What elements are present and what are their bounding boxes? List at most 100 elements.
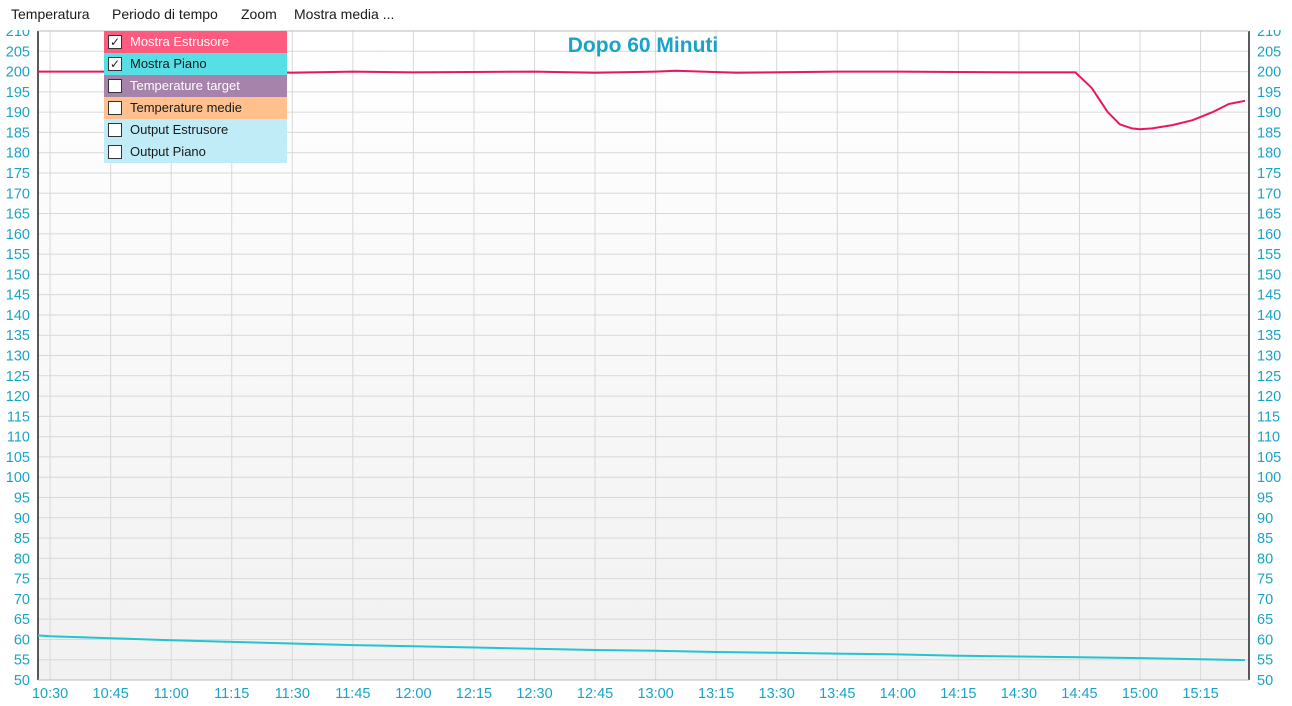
y-tick-label-right: 50: [1257, 673, 1273, 689]
x-tick-label: 11:45: [335, 686, 370, 702]
x-tick-label: 12:30: [516, 686, 552, 702]
y-tick-label-left: 180: [6, 146, 30, 162]
y-tick-label-left: 115: [7, 409, 30, 425]
legend-item-output-piano[interactable]: Output Piano: [104, 141, 287, 163]
y-tick-label-right: 120: [1257, 389, 1281, 405]
menu-periodo-di-tempo[interactable]: Periodo di tempo: [112, 6, 218, 22]
legend-label-output-piano: Output Piano: [130, 144, 206, 159]
y-tick-label-right: 170: [1257, 186, 1281, 202]
y-tick-label-right: 155: [1257, 247, 1281, 263]
y-tick-label-left: 80: [14, 551, 30, 567]
y-tick-label-left: 60: [14, 632, 30, 648]
y-tick-label-right: 165: [1257, 207, 1281, 223]
y-tick-label-right: 110: [1257, 430, 1280, 446]
x-tick-label: 14:30: [1001, 686, 1037, 702]
y-tick-label-left: 140: [6, 308, 30, 324]
y-tick-label-left: 55: [14, 653, 30, 669]
y-tick-label-left: 175: [6, 166, 30, 182]
y-tick-label-left: 65: [14, 612, 30, 628]
y-tick-label-right: 115: [1257, 409, 1280, 425]
x-tick-label: 15:15: [1182, 686, 1218, 702]
y-tick-label-left: 165: [6, 207, 30, 223]
y-tick-label-left: 105: [6, 450, 30, 466]
y-tick-label-left: 100: [6, 470, 30, 486]
legend-item-temperature-medie[interactable]: Temperature medie: [104, 97, 287, 119]
checkbox-temperature-medie[interactable]: [108, 101, 122, 115]
y-tick-label-right: 195: [1257, 85, 1281, 101]
y-tick-label-left: 50: [14, 673, 30, 689]
y-tick-label-right: 190: [1257, 105, 1281, 121]
y-tick-label-right: 150: [1257, 267, 1281, 283]
checkbox-mostra-estrusore[interactable]: ✓: [108, 35, 122, 49]
x-tick-label: 10:30: [32, 686, 68, 702]
y-tick-label-left: 170: [6, 186, 30, 202]
checkbox-temperature-target[interactable]: [108, 79, 122, 93]
y-tick-label-right: 90: [1257, 511, 1273, 527]
y-tick-label-left: 120: [6, 389, 30, 405]
x-tick-label: 10:45: [93, 686, 129, 702]
legend-item-mostra-piano[interactable]: ✓ Mostra Piano: [104, 53, 287, 75]
y-tick-label-right: 160: [1257, 227, 1281, 243]
y-tick-label-right: 130: [1257, 349, 1281, 365]
x-tick-label: 14:15: [940, 686, 976, 702]
x-tick-label: 13:15: [698, 686, 734, 702]
y-tick-label-left: 155: [6, 247, 30, 263]
legend-item-mostra-estrusore[interactable]: ✓ Mostra Estrusore: [104, 31, 287, 53]
y-tick-label-right: 85: [1257, 531, 1273, 547]
checkbox-mostra-piano[interactable]: ✓: [108, 57, 122, 71]
legend-label-mostra-piano: Mostra Piano: [130, 56, 207, 71]
y-tick-label-right: 70: [1257, 592, 1273, 608]
x-tick-label: 11:30: [275, 686, 310, 702]
y-tick-label-left: 75: [14, 572, 30, 588]
x-tick-label: 13:00: [637, 686, 673, 702]
x-tick-label: 14:45: [1061, 686, 1097, 702]
legend-label-mostra-estrusore: Mostra Estrusore: [130, 34, 229, 49]
y-tick-label-right: 80: [1257, 551, 1273, 567]
x-tick-label: 12:15: [456, 686, 492, 702]
y-tick-label-left: 125: [6, 369, 30, 385]
y-tick-label-right: 55: [1257, 653, 1273, 669]
y-tick-label-left: 70: [14, 592, 30, 608]
checkbox-output-piano[interactable]: [108, 145, 122, 159]
y-tick-label-left: 200: [6, 65, 30, 81]
y-tick-label-right: 175: [1257, 166, 1281, 182]
y-tick-label-right: 180: [1257, 146, 1281, 162]
y-tick-label-left: 205: [6, 44, 30, 60]
legend-label-output-estrusore: Output Estrusore: [130, 122, 229, 137]
y-tick-label-right: 200: [1257, 65, 1281, 81]
legend-item-output-estrusore[interactable]: Output Estrusore: [104, 119, 287, 141]
x-tick-label: 14:00: [880, 686, 916, 702]
y-tick-label-right: 60: [1257, 632, 1273, 648]
y-tick-label-left: 110: [7, 430, 30, 446]
y-tick-label-left: 190: [6, 105, 30, 121]
x-tick-label: 13:30: [759, 686, 795, 702]
series-line-estrusore: [38, 69, 1246, 131]
y-tick-label-right: 140: [1257, 308, 1281, 324]
legend-panel: ✓ Mostra Estrusore ✓ Mostra Piano Temper…: [104, 31, 287, 163]
y-tick-label-left: 160: [6, 227, 30, 243]
y-tick-label-right: 135: [1257, 328, 1281, 344]
y-tick-label-left: 85: [14, 531, 30, 547]
y-tick-label-right: 145: [1257, 288, 1281, 304]
y-tick-label-right: 75: [1257, 572, 1273, 588]
legend-label-temperature-target: Temperature target: [130, 78, 240, 93]
y-tick-label-right: 105: [1257, 450, 1281, 466]
y-tick-label-left: 95: [14, 490, 30, 506]
y-tick-label-right: 185: [1257, 125, 1281, 141]
series-line-piano: [37, 634, 1246, 662]
menu-mostra-media[interactable]: Mostra media ...: [294, 6, 395, 22]
y-tick-label-right: 205: [1257, 44, 1281, 60]
chart-title: Dopo 60 Minuti: [568, 34, 719, 57]
x-tick-label: 15:00: [1122, 686, 1158, 702]
y-tick-label-left: 195: [6, 85, 30, 101]
y-tick-label-right: 100: [1257, 470, 1281, 486]
y-tick-label-left: 90: [14, 511, 30, 527]
legend-item-temperature-target[interactable]: Temperature target: [104, 75, 287, 97]
x-tick-label: 11:00: [154, 686, 189, 702]
checkbox-output-estrusore[interactable]: [108, 123, 122, 137]
x-tick-label: 12:45: [577, 686, 613, 702]
menu-bar: Temperatura Periodo di tempo Zoom Mostra…: [0, 0, 1292, 30]
menu-zoom[interactable]: Zoom: [241, 6, 277, 22]
menu-temperatura[interactable]: Temperatura: [11, 6, 90, 22]
